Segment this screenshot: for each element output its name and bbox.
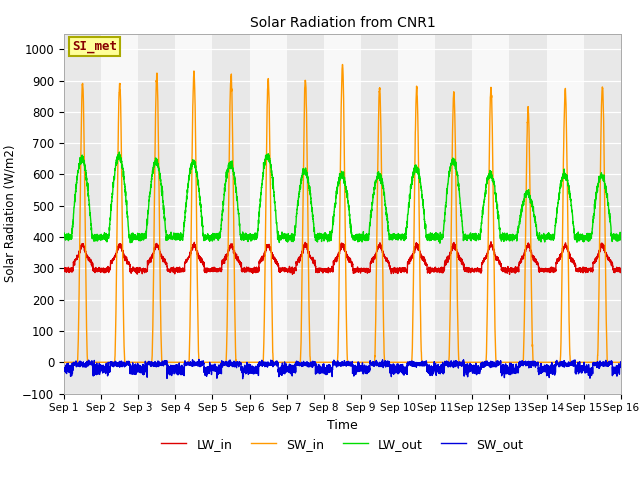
Line: SW_in: SW_in — [64, 64, 621, 362]
SW_out — [322, 368, 330, 374]
Bar — [212, 34, 250, 394]
Bar — [287, 34, 324, 394]
X-axis label: Time: Time — [327, 419, 358, 432]
Line: LW_in: LW_in — [64, 242, 621, 275]
SW_out — [468, 368, 476, 373]
SW_in — [499, 360, 507, 365]
LW_out — [60, 230, 68, 236]
SW_out — [499, 361, 507, 367]
Bar — [584, 34, 621, 394]
LW_in — [60, 267, 68, 273]
LW_in — [436, 266, 444, 272]
Bar — [250, 34, 287, 394]
LW_in — [616, 270, 624, 276]
LW_out — [436, 236, 444, 241]
SW_out — [60, 366, 68, 372]
LW_out — [468, 233, 476, 239]
SW_in — [160, 360, 168, 365]
LW_in — [160, 257, 168, 263]
Bar — [547, 34, 584, 394]
Legend: LW_in, SW_in, LW_out, SW_out: LW_in, SW_in, LW_out, SW_out — [156, 433, 529, 456]
LW_out — [617, 236, 625, 241]
Bar — [509, 34, 547, 394]
Bar — [435, 34, 472, 394]
Bar — [175, 34, 212, 394]
LW_out — [322, 235, 330, 240]
Y-axis label: Solar Radiation (W/m2): Solar Radiation (W/m2) — [4, 145, 17, 282]
Bar — [64, 34, 101, 394]
SW_in — [467, 360, 475, 365]
LW_in — [467, 267, 475, 273]
LW_out — [499, 235, 507, 241]
Bar — [398, 34, 435, 394]
SW_in — [617, 360, 625, 365]
SW_in — [616, 360, 624, 365]
LW_out — [436, 240, 444, 246]
Text: SI_met: SI_met — [72, 40, 117, 53]
LW_out — [161, 210, 168, 216]
Bar — [472, 34, 509, 394]
SW_out — [436, 370, 444, 375]
SW_out — [195, 357, 203, 362]
LW_in — [617, 266, 625, 272]
LW_in — [506, 272, 513, 277]
SW_in — [322, 360, 330, 365]
SW_out — [616, 364, 624, 370]
SW_out — [239, 376, 246, 382]
SW_in — [60, 360, 68, 365]
LW_in — [499, 269, 507, 275]
LW_in — [487, 239, 495, 245]
SW_in — [436, 360, 444, 365]
Bar — [101, 34, 138, 394]
SW_out — [617, 363, 625, 369]
SW_out — [160, 361, 168, 367]
Line: LW_out: LW_out — [64, 152, 621, 243]
LW_out — [616, 237, 624, 243]
Title: Solar Radiation from CNR1: Solar Radiation from CNR1 — [250, 16, 435, 30]
Line: SW_out: SW_out — [64, 360, 621, 379]
SW_in — [339, 61, 346, 67]
Bar — [138, 34, 175, 394]
Bar — [361, 34, 398, 394]
LW_in — [322, 267, 330, 273]
LW_out — [115, 149, 123, 155]
Bar — [324, 34, 361, 394]
